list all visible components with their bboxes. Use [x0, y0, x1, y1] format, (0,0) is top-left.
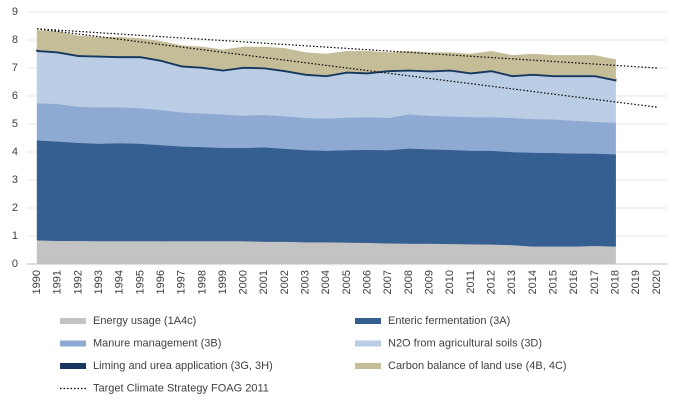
x-tick-label: 1993: [93, 270, 105, 294]
x-tick-label: 2017: [589, 270, 601, 294]
x-tick-label: 2003: [300, 270, 312, 294]
legend-swatch: [60, 340, 86, 347]
x-tick-label: 1998: [196, 270, 208, 294]
target-line: [36, 28, 658, 108]
x-tick-label: 2014: [527, 270, 539, 294]
x-tick-label: 1995: [134, 270, 146, 294]
legend-label: N2O from agricultural soils (3D): [388, 337, 542, 349]
x-tick-label: 2006: [362, 270, 374, 294]
legend-label: Carbon balance of land use (4B, 4C): [388, 360, 567, 372]
x-tick-label: 2015: [548, 270, 560, 294]
x-tick-label: 2010: [444, 270, 456, 294]
x-tick-label: 2001: [258, 270, 270, 294]
area: [36, 139, 616, 247]
x-tick-label: 1996: [155, 270, 167, 294]
y-tick-label: 8: [12, 34, 18, 46]
x-tick-label: 2016: [568, 270, 580, 294]
x-tick-label: 2020: [651, 270, 663, 294]
x-tick-label: 1991: [52, 270, 64, 294]
x-tick-label: 2012: [486, 270, 498, 294]
legend-swatch: [355, 340, 381, 347]
y-tick-label: 7: [12, 62, 18, 74]
x-tick-label: 2019: [630, 270, 642, 294]
y-tick-label: 4: [12, 146, 18, 158]
x-tick-label: 1992: [72, 270, 84, 294]
y-tick-label: 9: [12, 6, 18, 18]
legend-label: Enteric fermentation (3A): [388, 315, 510, 327]
legend-swatch: [60, 363, 86, 369]
x-tick-label: 1999: [217, 270, 229, 294]
legend-swatch: [60, 318, 86, 324]
legend-swatch: [355, 363, 381, 369]
y-tick-label: 1: [12, 230, 18, 242]
x-tick-label: 2000: [238, 270, 250, 294]
area: [36, 29, 616, 80]
y-tick-label: 3: [12, 174, 18, 186]
y-tick-label: 0: [12, 258, 18, 270]
x-tick-label: 2002: [279, 270, 291, 294]
y-tick-label: 5: [12, 118, 18, 130]
x-tick-label: 1994: [114, 270, 126, 294]
x-tick-label: 2013: [506, 270, 518, 294]
x-tick-label: 2018: [610, 270, 622, 294]
x-tick-label: 2009: [424, 270, 436, 294]
x-tick-label: 2008: [403, 270, 415, 294]
legend-label: Liming and urea application (3G, 3H): [93, 360, 273, 372]
x-tick-label: 2005: [341, 270, 353, 294]
x-tick-label: 1990: [31, 270, 43, 294]
y-tick-label: 6: [12, 90, 18, 102]
x-tick-label: 2007: [382, 270, 394, 294]
x-tick-label: 2011: [465, 270, 477, 294]
x-tick-label: 2004: [320, 270, 332, 294]
legend-label: Target Climate Strategy FOAG 2011: [93, 382, 269, 394]
legend-label: Energy usage (1A4c): [93, 315, 196, 327]
x-tick-label: 1997: [176, 270, 188, 294]
legend-swatch: [355, 318, 381, 324]
legend-label: Manure management (3B): [93, 337, 221, 349]
y-tick-label: 2: [12, 202, 18, 214]
